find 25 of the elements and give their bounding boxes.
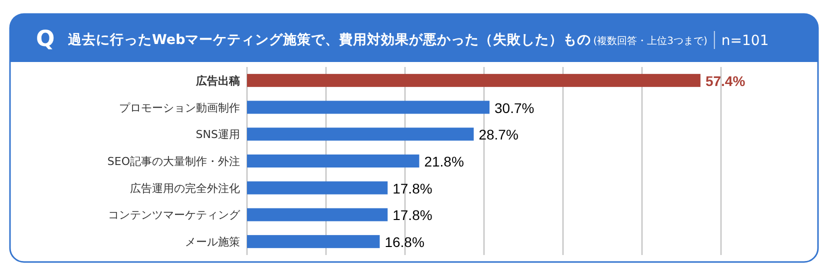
y-tick-label: プロモーション動画制作 [119, 101, 240, 114]
text: Q [36, 27, 55, 52]
data-label: 16.8% [384, 234, 424, 250]
data-label: 30.7% [494, 100, 534, 116]
data-label: 57.4% [705, 72, 746, 89]
chart-subtitle: (複数回答・上位3つまで) [593, 35, 708, 47]
y-tick-label: 広告出稿 [195, 74, 240, 88]
data-label: 21.8% [424, 154, 464, 170]
bar [247, 74, 700, 87]
y-tick-label: SEO記事の大量制作・外注 [107, 155, 240, 168]
bar [247, 181, 388, 194]
y-tick-label: 広告運用の完全外注化 [130, 182, 240, 195]
bar [247, 128, 474, 141]
bar [247, 154, 420, 168]
data-label: 28.7% [478, 126, 518, 143]
chart-title: 過去に行ったWebマーケティング施策で、費用対効果が悪かった（失敗した）もの [67, 31, 592, 48]
y-tick-label: メール施策 [185, 236, 240, 249]
y-tick-label: SNS運用 [196, 128, 240, 142]
text: n=101 [721, 33, 769, 49]
data-label: 17.8% [392, 207, 432, 224]
bar [247, 235, 380, 248]
bar [247, 208, 388, 222]
data-label: 17.8% [392, 180, 432, 196]
bar [247, 100, 490, 114]
y-tick-label: コンテンツマーケティング [108, 208, 241, 222]
